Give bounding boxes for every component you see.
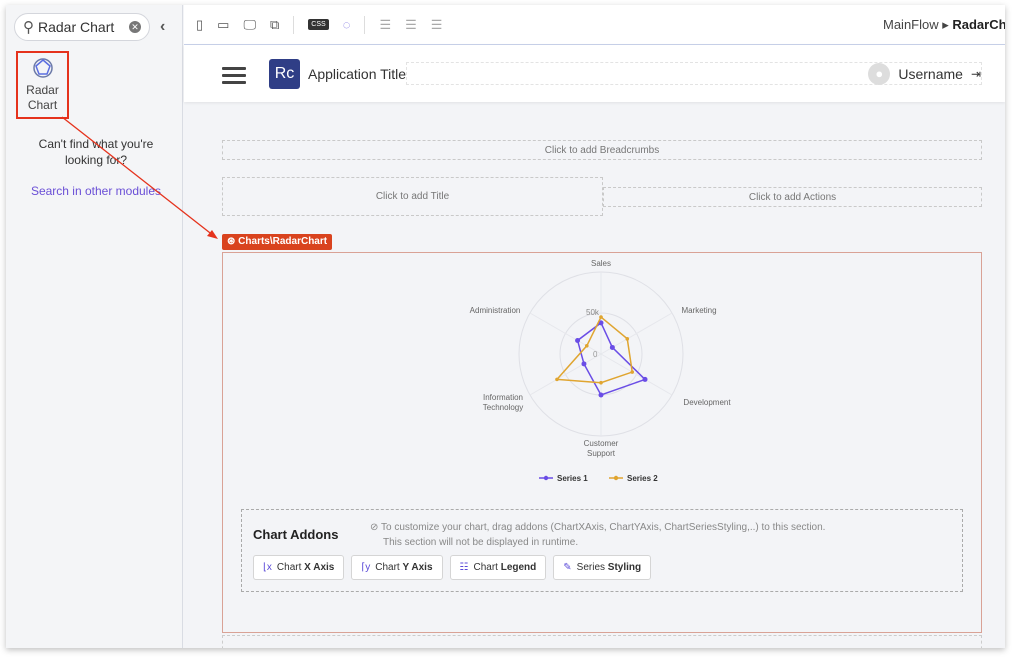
btn-label: Series bbox=[576, 562, 608, 573]
x-axis-icon: ⌊x bbox=[263, 562, 272, 573]
app-logo: Rc bbox=[269, 59, 300, 89]
axis-label: Marketing bbox=[681, 306, 716, 315]
user-info[interactable]: ● Username ⇥ bbox=[868, 63, 981, 85]
axis-label: Information Technology bbox=[483, 393, 523, 412]
note-line: This section will not be displayed in ru… bbox=[383, 537, 579, 548]
username: Username bbox=[898, 66, 963, 82]
divider bbox=[293, 15, 295, 34]
data-point bbox=[599, 315, 603, 319]
widget-label: Chart bbox=[27, 98, 58, 112]
data-point bbox=[625, 337, 630, 341]
breadcrumb-flow[interactable]: MainFlow bbox=[883, 17, 939, 32]
breadcrumbs-placeholder[interactable]: Click to add Breadcrumbs bbox=[222, 140, 982, 160]
header-placeholder[interactable] bbox=[406, 62, 982, 85]
data-point bbox=[630, 370, 635, 374]
widget-label: Radar bbox=[26, 83, 59, 97]
css-icon[interactable]: CSS bbox=[308, 19, 329, 30]
radar-chart-icon bbox=[32, 58, 53, 78]
chart-y-axis-button[interactable]: ⌈y Chart Y Axis bbox=[351, 555, 443, 580]
addons-title: Chart Addons bbox=[253, 527, 339, 542]
toolbar: ▯ ▭ 🖵 ⧉ CSS ◌ ☰ ☰ ☰ MainFlow ▸ RadarChar… bbox=[184, 5, 1005, 45]
widget-tag-label: Charts\RadarChart bbox=[238, 236, 328, 247]
legend-icon: ☷ bbox=[459, 562, 469, 573]
radar-spoke bbox=[529, 312, 602, 355]
theme-icon[interactable]: ◌ bbox=[342, 17, 351, 32]
axis-label: Administration bbox=[470, 306, 521, 315]
widget-tag[interactable]: ⊛ Charts\RadarChart bbox=[222, 234, 333, 250]
axis-label: Customer Support bbox=[584, 439, 619, 458]
addons-note: ⊘ To customize your chart, drag addons (… bbox=[370, 520, 825, 550]
legend-label: Series 2 bbox=[627, 474, 658, 483]
divider bbox=[364, 15, 366, 34]
tablet-icon[interactable]: ▭ bbox=[217, 16, 230, 32]
radar-chart-widget[interactable]: Radar Chart bbox=[16, 51, 69, 119]
screen-canvas: Rc Application Title ● Username ⇥ Click … bbox=[184, 45, 1005, 648]
btn-label-bold: Styling bbox=[607, 562, 642, 573]
align-center-icon[interactable]: ☰ bbox=[405, 16, 417, 32]
chart-legend-button[interactable]: ☷ Chart Legend bbox=[449, 555, 547, 580]
radar-chart: Sales Marketing Development Customer Support… bbox=[470, 259, 732, 483]
axis-label: Sales bbox=[591, 259, 611, 268]
align-left-icon[interactable]: ☰ bbox=[379, 16, 392, 32]
data-point bbox=[598, 392, 604, 398]
app-title[interactable]: Application Title bbox=[308, 66, 407, 82]
btn-label: Chart bbox=[375, 562, 403, 573]
collapse-chevron-icon[interactable]: ‹ bbox=[160, 18, 166, 35]
app-header: Rc Application Title ● Username ⇥ bbox=[184, 45, 1005, 102]
search-input[interactable]: ⚲ Radar Chart ✕ bbox=[14, 13, 150, 41]
series-styling-button[interactable]: ✎ Series Styling bbox=[553, 555, 652, 580]
ide-window: ⚲ Radar Chart ✕ ‹ Radar Chart Can't find… bbox=[6, 5, 1005, 648]
chart-addons-dropzone[interactable]: Chart Addons ⊘ To customize your chart, … bbox=[241, 509, 963, 592]
radar-spoke bbox=[529, 353, 602, 396]
hidden-eye-icon: ⊘ bbox=[370, 522, 379, 533]
window-icon[interactable]: ⧉ bbox=[270, 16, 280, 32]
legend-marker bbox=[613, 475, 619, 481]
chart-x-axis-button[interactable]: ⌊x Chart X Axis bbox=[253, 555, 345, 580]
y-axis-icon: ⌈y bbox=[361, 562, 371, 573]
brush-icon: ✎ bbox=[563, 562, 572, 573]
axis-label: Development bbox=[683, 398, 731, 407]
btn-label: Chart bbox=[473, 562, 501, 573]
legend-label: Series 1 bbox=[557, 474, 588, 483]
data-point bbox=[581, 361, 587, 367]
search-value: Radar Chart bbox=[38, 19, 115, 35]
search-other-modules-link[interactable]: Search in other modules bbox=[30, 184, 162, 198]
avatar: ● bbox=[868, 63, 891, 85]
search-icon: ⚲ bbox=[23, 19, 34, 36]
sidebar: ⚲ Radar Chart ✕ ‹ Radar Chart Can't find… bbox=[6, 5, 183, 648]
data-point bbox=[575, 337, 581, 343]
clear-icon[interactable]: ✕ bbox=[129, 21, 141, 33]
align-right-icon[interactable]: ☰ bbox=[430, 16, 443, 32]
title-placeholder[interactable]: Click to add Title bbox=[222, 177, 603, 216]
tick-label: 0 bbox=[593, 350, 598, 359]
breadcrumb: MainFlow ▸ RadarChart bbox=[883, 17, 1005, 33]
data-point bbox=[599, 380, 603, 385]
btn-label-bold: Y Axis bbox=[402, 562, 433, 573]
btn-label-bold: Legend bbox=[500, 562, 537, 573]
btn-label-bold: X Axis bbox=[304, 562, 335, 573]
menu-icon[interactable] bbox=[222, 67, 246, 88]
radar-spoke bbox=[600, 353, 673, 396]
logout-icon[interactable]: ⇥ bbox=[970, 67, 981, 81]
data-point bbox=[609, 344, 615, 350]
desktop-icon[interactable]: 🖵 bbox=[243, 16, 256, 32]
note-line: To customize your chart, drag addons (Ch… bbox=[381, 522, 826, 533]
data-point bbox=[598, 320, 604, 326]
actions-placeholder[interactable]: Click to add Actions bbox=[603, 187, 982, 207]
phone-icon[interactable]: ▯ bbox=[196, 16, 204, 32]
data-point bbox=[555, 377, 559, 382]
series-line bbox=[576, 321, 647, 396]
data-point bbox=[642, 376, 648, 382]
data-point bbox=[584, 344, 589, 348]
no-result-text: Can't find what you're looking for? bbox=[38, 137, 154, 167]
bottom-placeholder[interactable] bbox=[222, 635, 982, 648]
radar-chart-container[interactable]: Sales Marketing Development Customer Support… bbox=[222, 252, 982, 633]
btn-label: Chart bbox=[276, 562, 305, 573]
tick-label: 50k bbox=[586, 308, 600, 317]
legend-marker bbox=[543, 475, 549, 481]
breadcrumb-screen[interactable]: RadarChart bbox=[952, 17, 1005, 32]
